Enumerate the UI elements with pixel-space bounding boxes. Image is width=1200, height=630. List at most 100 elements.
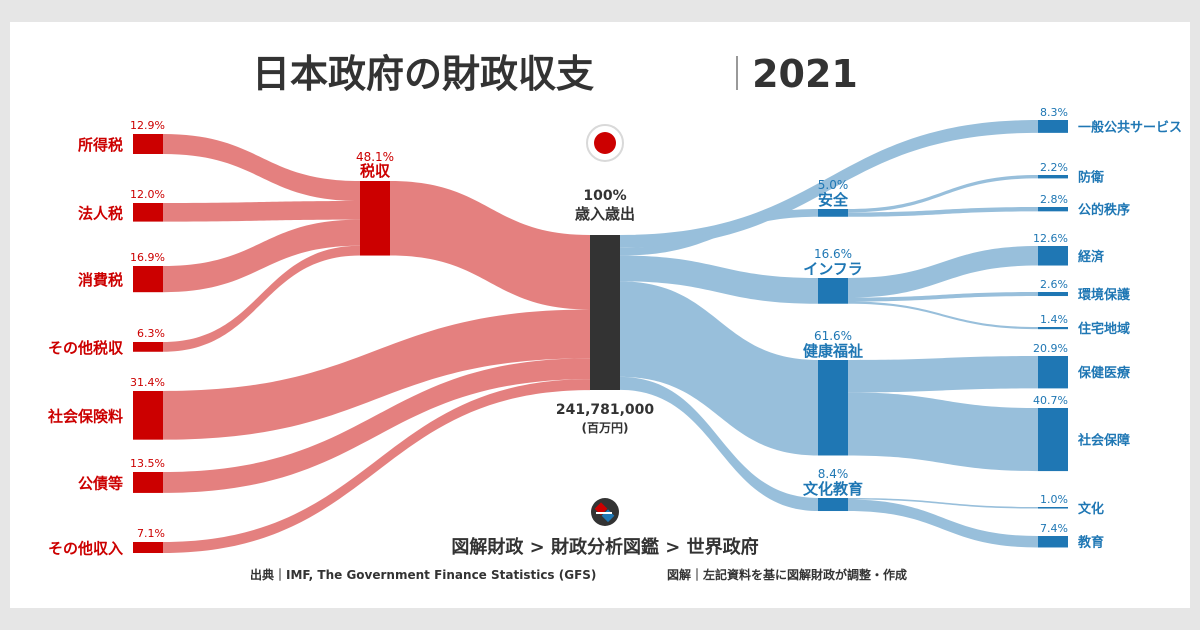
expense-item-value: 1.4%: [1040, 313, 1068, 326]
expense-item-node: [1038, 507, 1068, 509]
revenue-group-label: 税収: [360, 162, 391, 180]
revenue-source-node: [133, 134, 163, 154]
breadcrumb-nav: 図解財政 > 財政分析図鑑 > 世界政府: [451, 536, 758, 558]
expense-flow: [620, 255, 818, 304]
expense-item-node: [1038, 536, 1068, 548]
revenue-source-label: 公債等: [78, 474, 123, 492]
revenue-flow: [163, 309, 590, 440]
revenue-flow: [163, 379, 590, 554]
expense-flow: [620, 376, 818, 512]
expense-item-node: [1038, 207, 1068, 212]
revenue-source-value: 13.5%: [130, 457, 165, 470]
expense-item-label: 社会保障: [1077, 433, 1130, 449]
revenue-source-node: [133, 542, 163, 554]
expense-item-node: [1038, 327, 1068, 330]
expense-item-label: 経済: [1078, 249, 1105, 265]
expense-item-label: 保健医療: [1077, 365, 1131, 381]
expense-item-node: [1038, 246, 1068, 266]
expense-item-label: 文化: [1078, 501, 1104, 517]
expense-flow: [848, 175, 1038, 213]
credit-note: 図解｜左記資料を基に図解財政が調整・作成: [667, 567, 907, 582]
expense-group-label: 文化教育: [803, 480, 863, 498]
zukai-zaisei-logo-icon: [591, 498, 619, 526]
expense-group-value: 5.0%: [818, 178, 849, 192]
expense-item-label: 防衛: [1078, 170, 1104, 186]
revenue-group-value: 48.1%: [356, 150, 394, 164]
revenue-source-label: その他税収: [48, 339, 124, 357]
expense-item-label: 住宅地域: [1078, 321, 1130, 337]
revenue-source-value: 31.4%: [130, 376, 165, 389]
expense-flow: [848, 246, 1038, 298]
expense-item-node: [1038, 356, 1068, 389]
expense-group-value: 61.6%: [814, 329, 852, 343]
revenue-source-label: その他収入: [48, 540, 123, 558]
total-unit: (百万円): [582, 421, 629, 435]
expense-item-node: [1038, 175, 1068, 179]
revenue-source-node: [133, 472, 163, 493]
center-node: [590, 235, 620, 390]
revenue-source-label: 社会保険料: [47, 407, 123, 425]
revenue-flow: [163, 245, 360, 352]
expense-item-label: 教育: [1077, 535, 1104, 551]
revenue-flow: [390, 181, 590, 310]
revenue-source-label: 所得税: [78, 136, 123, 154]
expense-flow: [848, 207, 1038, 217]
revenue-flow: [163, 219, 360, 293]
expense-item-label: 一般公共サービス: [1078, 119, 1182, 135]
japan-flag-icon: [586, 124, 624, 162]
expense-flow: [620, 120, 1038, 248]
expense-group-value: 16.6%: [814, 247, 852, 261]
revenue-source-value: 12.9%: [130, 119, 165, 132]
expense-flow: [620, 281, 818, 456]
node-layer: [133, 120, 1068, 554]
expense-item-label: 環境保護: [1078, 287, 1131, 303]
expense-item-node: [1038, 292, 1068, 297]
expense-item-node: [1038, 408, 1068, 472]
revenue-source-label: 消費税: [78, 271, 123, 289]
revenue-source-node: [133, 342, 163, 352]
revenue-source-node: [133, 391, 163, 440]
expense-item-value: 2.8%: [1040, 193, 1068, 206]
expense-flow: [848, 301, 1038, 330]
total-amount: 241,781,000: [556, 402, 655, 418]
expense-flow: [848, 498, 1038, 509]
expense-flow: [848, 499, 1038, 548]
expense-group-node: [818, 498, 848, 512]
revenue-source-node: [133, 203, 163, 222]
center-label: 歳入歳出: [575, 205, 635, 223]
expense-group-node: [818, 360, 848, 456]
expense-item-value: 40.7%: [1033, 394, 1068, 407]
expense-item-node: [1038, 120, 1068, 133]
revenue-source-value: 6.3%: [137, 327, 165, 340]
page-title-year: 2021: [752, 52, 858, 96]
page-title: 日本政府の財政収支: [252, 52, 594, 96]
revenue-flow: [163, 358, 590, 493]
expense-item-value: 12.6%: [1033, 232, 1068, 245]
revenue-source-value: 12.0%: [130, 188, 165, 201]
center-percent: 100%: [583, 188, 626, 204]
expense-flow: [848, 356, 1038, 393]
revenue-flow: [163, 200, 360, 222]
revenue-source-value: 16.9%: [130, 251, 165, 264]
expense-item-value: 8.3%: [1040, 106, 1068, 119]
revenue-flow: [163, 134, 360, 201]
source-citation: 出典｜IMF, The Government Finance Statistic…: [250, 567, 596, 582]
sankey-diagram: 所得税 12.9% 法人税 12.0% 消費税 16.9% その他税収 6.3% 社会保険料 31…: [47, 52, 1182, 582]
expense-item-value: 2.6%: [1040, 278, 1068, 291]
expense-group-label: インフラ: [803, 260, 863, 278]
revenue-group-node: [360, 181, 390, 256]
expense-item-value: 1.0%: [1040, 493, 1068, 506]
expense-group-label: 安全: [818, 191, 849, 209]
expense-flow: [848, 392, 1038, 472]
expense-item-value: 20.9%: [1033, 342, 1068, 355]
expense-group-node: [818, 278, 848, 304]
expense-item-label: 公的秩序: [1078, 202, 1130, 218]
label-layer: 所得税 12.9% 法人税 12.0% 消費税 16.9% その他税収 6.3% 社会保険料 31…: [47, 106, 1182, 558]
expense-group-label: 健康福祉: [803, 342, 863, 360]
expense-item-value: 7.4%: [1040, 522, 1068, 535]
expense-group-value: 8.4%: [818, 467, 849, 481]
expense-flow: [848, 292, 1038, 302]
infographic-card: 所得税 12.9% 法人税 12.0% 消費税 16.9% その他税収 6.3% 社会保険料 31…: [10, 22, 1190, 608]
expense-group-node: [818, 209, 848, 217]
expense-flow: [620, 209, 818, 256]
